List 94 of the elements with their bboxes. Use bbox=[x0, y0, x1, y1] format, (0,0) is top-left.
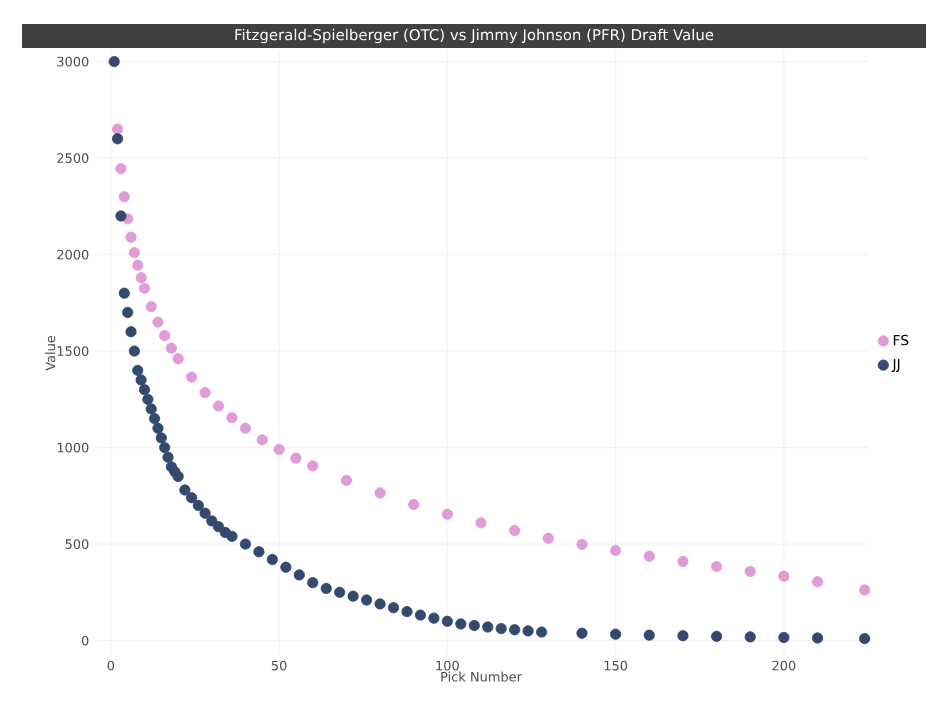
point bbox=[152, 422, 164, 434]
point bbox=[610, 544, 622, 557]
point bbox=[522, 625, 534, 637]
point bbox=[135, 272, 147, 284]
point bbox=[135, 374, 147, 386]
point bbox=[509, 624, 521, 636]
point bbox=[199, 507, 211, 519]
point bbox=[118, 287, 130, 299]
point bbox=[468, 619, 480, 632]
point bbox=[677, 555, 689, 568]
point bbox=[159, 330, 171, 342]
point bbox=[179, 484, 191, 496]
point bbox=[212, 400, 225, 412]
point bbox=[859, 633, 871, 645]
point bbox=[576, 627, 588, 639]
point bbox=[128, 345, 140, 357]
point bbox=[159, 441, 171, 454]
point bbox=[145, 403, 157, 415]
point bbox=[307, 577, 319, 589]
point bbox=[199, 386, 211, 399]
point bbox=[108, 55, 120, 68]
point bbox=[542, 532, 554, 544]
point bbox=[441, 508, 453, 520]
point bbox=[744, 631, 756, 643]
point bbox=[374, 487, 386, 499]
point bbox=[495, 623, 507, 635]
point bbox=[361, 594, 373, 606]
point bbox=[142, 393, 154, 405]
point bbox=[778, 570, 790, 582]
point bbox=[152, 316, 164, 328]
point bbox=[334, 586, 346, 598]
point bbox=[206, 515, 218, 527]
point bbox=[711, 630, 723, 642]
point bbox=[340, 474, 352, 486]
point bbox=[643, 550, 655, 562]
point bbox=[132, 259, 144, 271]
point bbox=[239, 422, 252, 434]
point bbox=[441, 615, 453, 627]
point bbox=[576, 538, 588, 551]
point bbox=[475, 517, 487, 529]
point bbox=[165, 342, 177, 354]
point bbox=[293, 569, 305, 581]
point bbox=[811, 632, 824, 644]
point bbox=[111, 123, 124, 135]
point bbox=[253, 546, 265, 558]
point bbox=[226, 530, 238, 542]
point bbox=[347, 590, 359, 602]
point bbox=[266, 553, 278, 566]
point bbox=[192, 499, 204, 512]
point bbox=[414, 609, 427, 621]
point bbox=[408, 498, 420, 511]
point bbox=[320, 582, 332, 595]
point bbox=[155, 432, 167, 444]
point bbox=[643, 629, 655, 641]
point bbox=[118, 191, 130, 203]
point bbox=[387, 602, 400, 614]
point bbox=[273, 443, 285, 456]
point bbox=[374, 598, 386, 610]
point bbox=[125, 326, 137, 338]
point bbox=[186, 371, 198, 383]
point bbox=[172, 470, 184, 483]
point bbox=[132, 364, 144, 376]
point bbox=[256, 434, 268, 446]
point bbox=[172, 353, 184, 365]
point bbox=[290, 452, 302, 464]
point bbox=[509, 524, 521, 537]
point bbox=[428, 612, 440, 624]
point bbox=[280, 561, 292, 573]
point bbox=[149, 413, 161, 425]
point bbox=[677, 630, 689, 642]
point bbox=[610, 628, 622, 640]
point bbox=[226, 412, 238, 424]
point bbox=[138, 282, 151, 294]
point bbox=[536, 626, 548, 638]
point bbox=[115, 163, 127, 175]
point bbox=[125, 231, 137, 243]
point bbox=[128, 247, 140, 259]
point bbox=[122, 306, 134, 319]
point bbox=[138, 384, 151, 396]
point bbox=[111, 133, 124, 145]
point bbox=[239, 538, 252, 550]
point bbox=[711, 561, 723, 573]
point bbox=[778, 631, 790, 644]
point bbox=[145, 301, 157, 313]
point bbox=[744, 565, 756, 578]
point bbox=[482, 621, 494, 633]
point bbox=[859, 584, 871, 596]
point bbox=[307, 460, 319, 472]
point bbox=[401, 606, 413, 618]
point bbox=[455, 618, 467, 630]
point bbox=[162, 451, 174, 463]
point bbox=[115, 210, 127, 222]
point bbox=[186, 492, 198, 504]
point bbox=[811, 576, 824, 588]
